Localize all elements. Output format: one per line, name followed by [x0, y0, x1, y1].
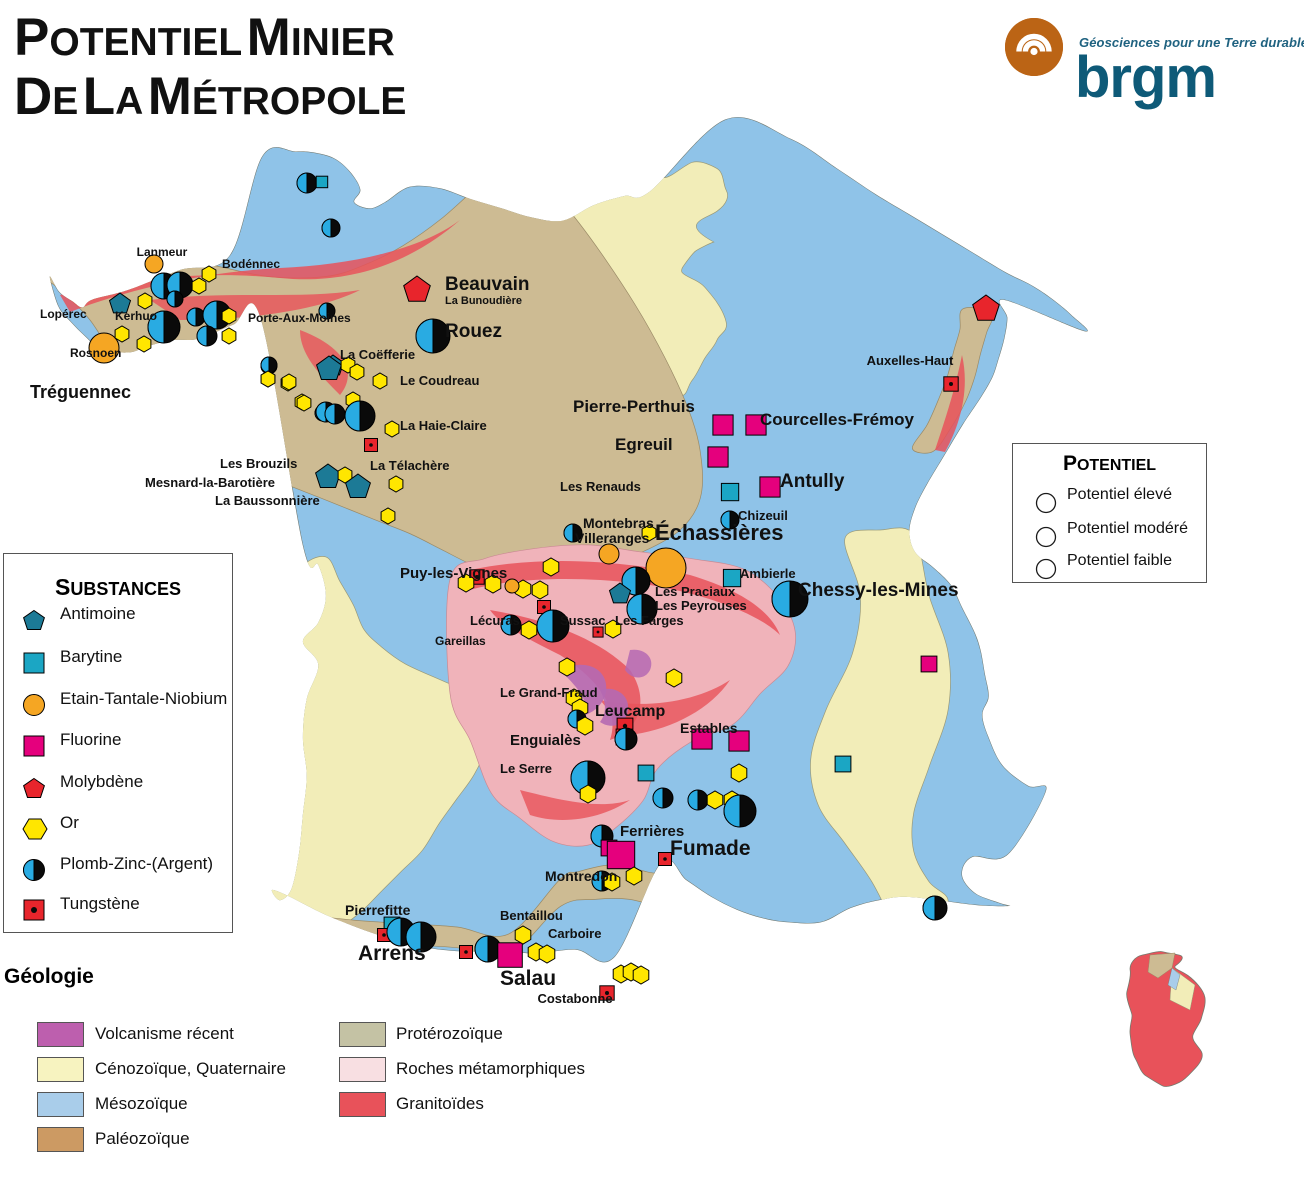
svg-text:Les Renauds: Les Renauds — [560, 479, 641, 494]
svg-text:Pierre-Perthuis: Pierre-Perthuis — [573, 397, 695, 416]
svg-text:Rouez: Rouez — [445, 321, 502, 342]
svg-text:Le Serre: Le Serre — [500, 761, 552, 776]
svg-text:Lécuras: Lécuras — [470, 613, 520, 628]
svg-text:Montredon: Montredon — [545, 868, 617, 884]
svg-text:Bodénnec: Bodénnec — [222, 257, 280, 271]
svg-text:La Coëfferie: La Coëfferie — [340, 347, 415, 362]
svg-text:Sussac: Sussac — [560, 613, 606, 628]
svg-text:Estables: Estables — [680, 720, 738, 736]
svg-text:La Télachère: La Télachère — [370, 458, 450, 473]
svg-text:Chessy-les-Mines: Chessy-les-Mines — [798, 580, 959, 601]
svg-text:La Baussonnière: La Baussonnière — [215, 493, 320, 508]
svg-text:Fumade: Fumade — [670, 837, 751, 860]
svg-text:Lopérec: Lopérec — [40, 307, 87, 321]
svg-text:Courcelles-Frémoy: Courcelles-Frémoy — [760, 410, 915, 429]
svg-text:Porte-Aux-Moines: Porte-Aux-Moines — [248, 311, 351, 325]
svg-text:Lanmeur: Lanmeur — [137, 245, 188, 259]
svg-text:Antully: Antully — [780, 471, 845, 492]
svg-text:La Bunoudière: La Bunoudière — [445, 295, 522, 307]
svg-text:Ambierle: Ambierle — [740, 566, 796, 581]
svg-text:La Haie-Claire: La Haie-Claire — [400, 418, 487, 433]
svg-text:Le Grand-Fraud: Le Grand-Fraud — [500, 685, 598, 700]
svg-text:Les Peyrouses: Les Peyrouses — [655, 598, 747, 613]
svg-text:Puy-les-Vignes: Puy-les-Vignes — [400, 565, 507, 582]
svg-text:Tréguennec: Tréguennec — [30, 382, 131, 402]
svg-text:Montebras: Montebras — [583, 515, 654, 531]
svg-text:Villeranges: Villeranges — [575, 530, 650, 546]
svg-text:Les Farges: Les Farges — [615, 613, 684, 628]
svg-text:Mesnard-la-Barotière: Mesnard-la-Barotière — [145, 475, 275, 490]
svg-text:Beauvain: Beauvain — [445, 274, 529, 295]
svg-text:Arrens: Arrens — [358, 942, 426, 965]
svg-text:Kerhuo: Kerhuo — [115, 309, 157, 323]
svg-text:Leucamp: Leucamp — [595, 703, 665, 720]
svg-text:Échassières: Échassières — [655, 520, 783, 545]
svg-text:Rosnoen: Rosnoen — [70, 346, 121, 360]
svg-text:Egreuil: Egreuil — [615, 435, 673, 454]
svg-text:Gareillas: Gareillas — [435, 634, 486, 648]
svg-text:Salau: Salau — [500, 967, 556, 990]
svg-text:Costabonne: Costabonne — [537, 991, 612, 1006]
svg-text:Carboire: Carboire — [548, 926, 601, 941]
svg-text:Bentaillou: Bentaillou — [500, 908, 563, 923]
svg-text:Le Coudreau: Le Coudreau — [400, 373, 480, 388]
svg-text:Les Praciaux: Les Praciaux — [655, 584, 736, 599]
svg-text:Auxelles-Haut: Auxelles-Haut — [867, 353, 954, 368]
svg-text:Les Brouzils: Les Brouzils — [220, 456, 297, 471]
svg-text:Pierrefitte: Pierrefitte — [345, 902, 411, 918]
svg-text:Enguialès: Enguialès — [510, 732, 581, 749]
